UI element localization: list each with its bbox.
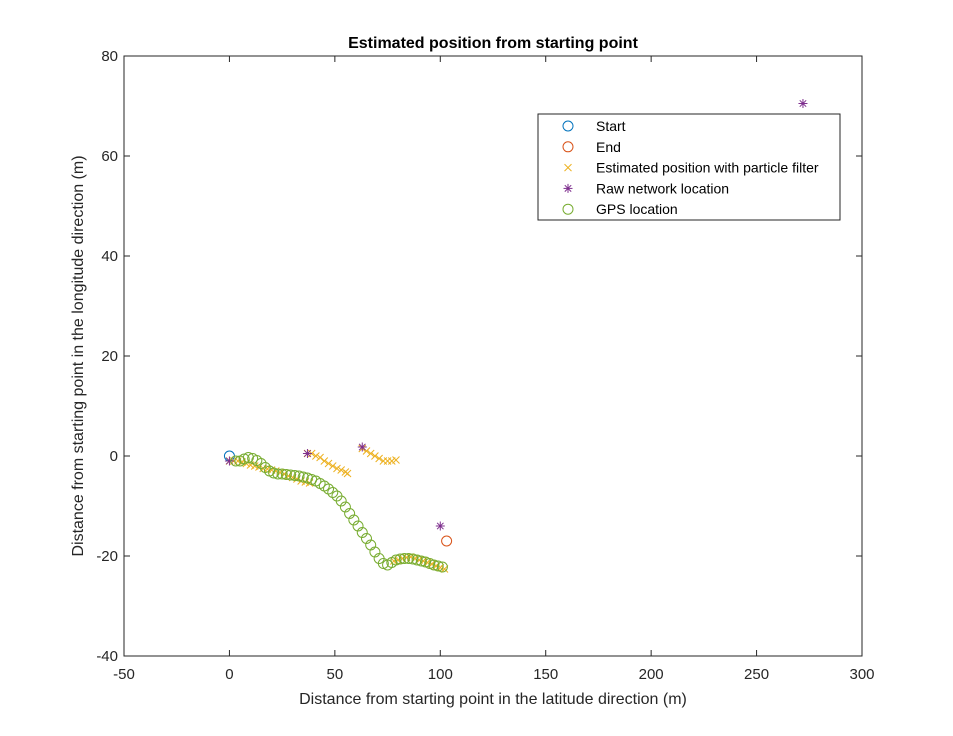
legend-marker <box>564 163 572 172</box>
x-tick-label: 300 <box>849 666 874 683</box>
data-point <box>328 462 337 470</box>
legend-item: Estimated position with particle filter <box>564 160 819 176</box>
y-tick-label: -20 <box>96 548 118 565</box>
legend-box <box>537 113 841 221</box>
data-point <box>293 470 305 482</box>
y-tick-label: 60 <box>101 148 118 165</box>
x-tick-label: 150 <box>533 666 558 683</box>
data-marks <box>223 99 808 573</box>
data-point <box>344 508 356 519</box>
data-point <box>411 554 423 566</box>
data-point <box>285 469 297 481</box>
data-point <box>297 471 309 483</box>
data-point <box>398 553 410 564</box>
y-tick-label: 0 <box>110 448 118 465</box>
legend: Start End Estimated position with particle… <box>537 113 841 221</box>
series-4 <box>230 452 448 573</box>
data-point <box>440 565 449 573</box>
x-axis-label: Distance from starting point in the lati… <box>299 691 687 708</box>
data-point <box>343 469 352 478</box>
data-point <box>356 527 368 538</box>
data-point <box>371 452 379 460</box>
data-point <box>375 454 383 463</box>
data-point <box>415 555 427 567</box>
data-point <box>798 99 808 108</box>
data-point <box>323 483 335 495</box>
data-point <box>255 458 267 469</box>
data-point <box>302 449 312 458</box>
series-1 <box>441 535 453 547</box>
data-point <box>360 533 372 544</box>
legend-item: GPS location <box>562 201 678 217</box>
data-point <box>327 487 339 498</box>
data-point <box>316 453 324 462</box>
data-point <box>392 456 400 464</box>
data-point <box>268 467 280 479</box>
data-point <box>272 468 284 480</box>
data-point <box>333 464 341 473</box>
data-point <box>435 521 445 531</box>
legend-item: Start <box>562 118 626 134</box>
series-3 <box>224 99 808 531</box>
data-point <box>280 469 292 480</box>
x-tick-label: 100 <box>428 666 453 683</box>
legend-label: End <box>596 139 621 155</box>
data-point <box>352 520 364 532</box>
data-point <box>348 514 360 526</box>
legend-item: Raw network location <box>563 180 729 196</box>
data-point <box>312 452 320 460</box>
x-tick-label: 50 <box>327 666 344 683</box>
x-tick-label: 200 <box>639 666 664 683</box>
y-axis: -40 -20 0 20 40 60 80 <box>96 48 862 665</box>
x-axis: -50 0 50 100 150 200 250 300 <box>113 56 875 683</box>
data-point <box>366 449 375 458</box>
chart-title: Estimated position from starting point <box>348 35 638 52</box>
data-point <box>276 468 288 480</box>
data-point <box>259 462 271 473</box>
data-point <box>335 495 347 507</box>
data-point <box>407 553 419 565</box>
data-point <box>441 535 453 547</box>
data-point <box>339 501 351 513</box>
data-point <box>390 554 402 566</box>
data-point <box>324 459 333 468</box>
x-tick-label: 250 <box>744 666 769 683</box>
x-tick-label: 0 <box>225 666 233 683</box>
legend-marker <box>562 203 574 215</box>
legend-label: Raw network location <box>596 180 729 196</box>
data-point <box>432 560 444 572</box>
y-tick-label: 40 <box>101 248 118 265</box>
legend-marker <box>562 141 574 153</box>
legend-label: GPS location <box>596 201 678 217</box>
y-tick-label: -40 <box>96 648 118 665</box>
data-point <box>230 455 242 467</box>
x-tick-label: -50 <box>113 666 135 683</box>
data-point <box>357 442 367 452</box>
data-point <box>320 457 329 465</box>
data-point <box>369 546 381 558</box>
data-point <box>403 553 415 564</box>
legend-label: Start <box>596 118 626 134</box>
data-point <box>394 553 406 565</box>
data-point <box>436 561 448 573</box>
legend-item: End <box>562 139 621 155</box>
data-point <box>337 466 346 474</box>
y-axis-label: Distance from starting point in the long… <box>70 155 87 556</box>
legend-marker <box>563 183 573 193</box>
data-point <box>224 456 234 466</box>
y-tick-label: 80 <box>101 48 118 65</box>
legend-marker <box>562 120 574 132</box>
y-tick-label: 20 <box>101 348 118 365</box>
data-point <box>428 559 440 571</box>
legend-label: Estimated position with particle filter <box>596 160 819 176</box>
data-point <box>289 470 301 481</box>
